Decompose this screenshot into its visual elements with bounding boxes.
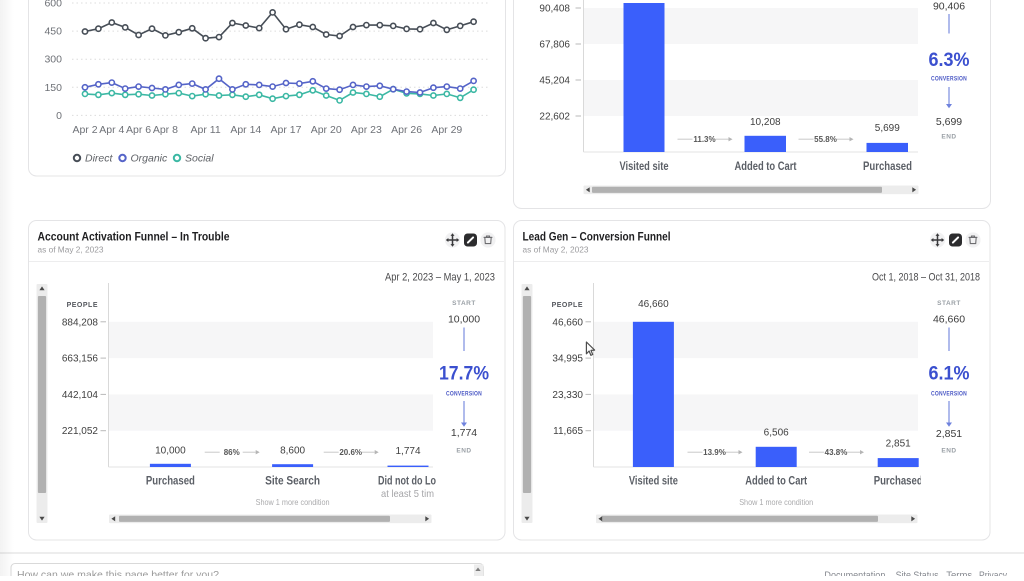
svg-text:43.8%: 43.8% [825, 448, 848, 457]
svg-text:How can we make this page bett: How can we make this page better for you… [17, 569, 219, 576]
svg-text:Show 1 more condition: Show 1 more condition [739, 497, 813, 507]
svg-text:Show 1 more condition: Show 1 more condition [256, 497, 330, 507]
svg-text:Purchased: Purchased [874, 476, 923, 488]
svg-text:90,406: 90,406 [933, 1, 965, 13]
svg-text:Apr 4: Apr 4 [99, 124, 124, 136]
svg-text:PEOPLE: PEOPLE [552, 302, 583, 309]
svg-text:CONVERSION: CONVERSION [931, 391, 967, 398]
svg-text:5,699: 5,699 [875, 123, 900, 134]
svg-text:Social: Social [185, 153, 214, 165]
svg-text:450: 450 [44, 26, 62, 38]
svg-text:END: END [941, 134, 956, 141]
svg-text:442,104: 442,104 [62, 390, 99, 401]
svg-text:46,660: 46,660 [933, 314, 965, 326]
svg-text:Terms: Terms [946, 570, 972, 577]
svg-text:67,806: 67,806 [539, 40, 570, 51]
svg-text:11,665: 11,665 [553, 426, 583, 437]
svg-text:663,156: 663,156 [62, 354, 99, 365]
svg-text:22,602: 22,602 [539, 112, 570, 123]
svg-text:END: END [456, 448, 471, 455]
svg-text:Privacy: Privacy [979, 570, 1008, 577]
svg-text:as of May 2, 2023: as of May 2, 2023 [523, 245, 589, 255]
svg-text:PEOPLE: PEOPLE [67, 302, 98, 309]
svg-text:46,660: 46,660 [638, 299, 669, 310]
svg-text:Apr 17: Apr 17 [271, 124, 302, 136]
svg-text:Visited site: Visited site [629, 476, 678, 488]
svg-text:Apr 23: Apr 23 [351, 124, 382, 136]
svg-text:CONVERSION: CONVERSION [446, 391, 482, 398]
svg-text:45,204: 45,204 [539, 76, 570, 87]
svg-text:Apr 26: Apr 26 [391, 124, 422, 136]
svg-text:Apr 8: Apr 8 [153, 124, 178, 136]
svg-text:10,000: 10,000 [448, 314, 480, 326]
svg-text:Site Search: Site Search [265, 476, 320, 488]
svg-text:Apr 14: Apr 14 [230, 124, 261, 136]
svg-text:10,208: 10,208 [750, 117, 781, 128]
svg-text:23,330: 23,330 [552, 390, 583, 401]
svg-text:884,208: 884,208 [62, 317, 99, 328]
svg-text:at least 5 tim: at least 5 tim [381, 488, 434, 500]
svg-text:5,699: 5,699 [936, 116, 962, 128]
svg-text:Apr 20: Apr 20 [311, 124, 342, 136]
svg-text:55.8%: 55.8% [814, 135, 837, 144]
svg-text:10,000: 10,000 [155, 445, 186, 456]
svg-text:1,774: 1,774 [395, 446, 420, 457]
svg-text:Oct 1, 2018 – Oct 31, 2018: Oct 1, 2018 – Oct 31, 2018 [872, 272, 980, 284]
svg-text:6.1%: 6.1% [929, 363, 970, 385]
svg-text:Site Status: Site Status [896, 570, 939, 577]
svg-text:START: START [937, 300, 961, 307]
svg-text:START: START [452, 300, 476, 307]
svg-text:17.7%: 17.7% [439, 363, 489, 385]
svg-text:Purchased: Purchased [146, 476, 195, 488]
svg-text:13.9%: 13.9% [703, 448, 726, 457]
svg-text:46,660: 46,660 [552, 317, 583, 328]
svg-text:1,774: 1,774 [451, 427, 477, 439]
svg-text:Apr 2: Apr 2 [72, 124, 97, 136]
svg-text:END: END [941, 448, 956, 455]
svg-text:Purchased: Purchased [863, 161, 912, 173]
svg-text:Apr 11: Apr 11 [191, 124, 221, 136]
svg-text:Direct: Direct [85, 153, 114, 165]
svg-text:Lead Gen – Conversion Funnel: Lead Gen – Conversion Funnel [523, 232, 671, 244]
svg-text:300: 300 [44, 54, 62, 66]
svg-text:150: 150 [44, 82, 62, 94]
svg-text:90,408: 90,408 [539, 4, 570, 15]
svg-text:Visited site: Visited site [620, 161, 669, 173]
svg-text:34,995: 34,995 [552, 354, 583, 365]
svg-text:2,851: 2,851 [936, 428, 962, 440]
svg-text:CONVERSION: CONVERSION [931, 76, 967, 83]
svg-text:86%: 86% [224, 448, 240, 457]
svg-text:20.6%: 20.6% [339, 448, 362, 457]
svg-text:0: 0 [56, 110, 62, 122]
svg-text:2,851: 2,851 [886, 439, 911, 450]
svg-text:Did not do Lo: Did not do Lo [378, 476, 436, 488]
svg-text:6,506: 6,506 [764, 427, 789, 438]
svg-text:Documentation: Documentation [824, 570, 885, 577]
svg-text:11.3%: 11.3% [693, 135, 715, 144]
svg-text:Added to Cart: Added to Cart [745, 476, 807, 488]
svg-text:Account Activation Funnel – In: Account Activation Funnel – In Trouble [38, 232, 230, 244]
svg-text:Added to Cart: Added to Cart [735, 161, 797, 173]
svg-text:600: 600 [44, 0, 62, 10]
svg-text:as of May 2, 2023: as of May 2, 2023 [38, 245, 104, 255]
svg-text:Apr 6: Apr 6 [126, 124, 151, 136]
svg-text:221,052: 221,052 [62, 426, 99, 437]
svg-text:8,600: 8,600 [280, 446, 305, 457]
svg-text:Organic: Organic [131, 153, 169, 165]
svg-text:Apr 29: Apr 29 [431, 124, 462, 136]
svg-text:Apr 2, 2023 – May 1, 2023: Apr 2, 2023 – May 1, 2023 [385, 272, 495, 284]
svg-text:6.3%: 6.3% [929, 49, 970, 71]
